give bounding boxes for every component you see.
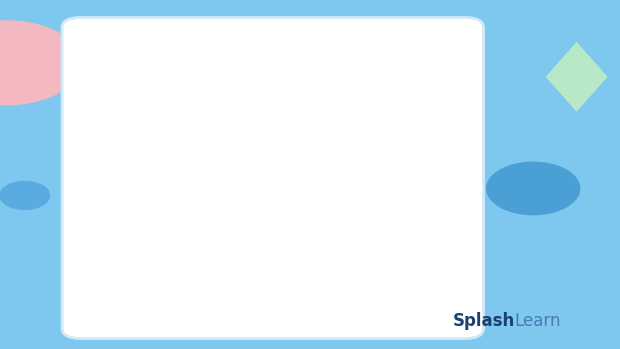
Text: C: C — [392, 188, 405, 206]
Text: ▼ Line of symmetry: ▼ Line of symmetry — [270, 230, 401, 243]
Text: 25°: 25° — [334, 175, 359, 189]
Text: B: B — [121, 188, 135, 206]
Text: 65°: 65° — [226, 151, 250, 165]
Text: Learn: Learn — [515, 312, 561, 330]
Text: Splash: Splash — [453, 312, 515, 330]
Text: 65°: 65° — [268, 151, 293, 165]
Text: 25°: 25° — [168, 175, 192, 189]
Wedge shape — [142, 187, 166, 197]
Text: A: A — [249, 117, 264, 135]
Wedge shape — [361, 187, 384, 197]
Wedge shape — [249, 126, 277, 147]
